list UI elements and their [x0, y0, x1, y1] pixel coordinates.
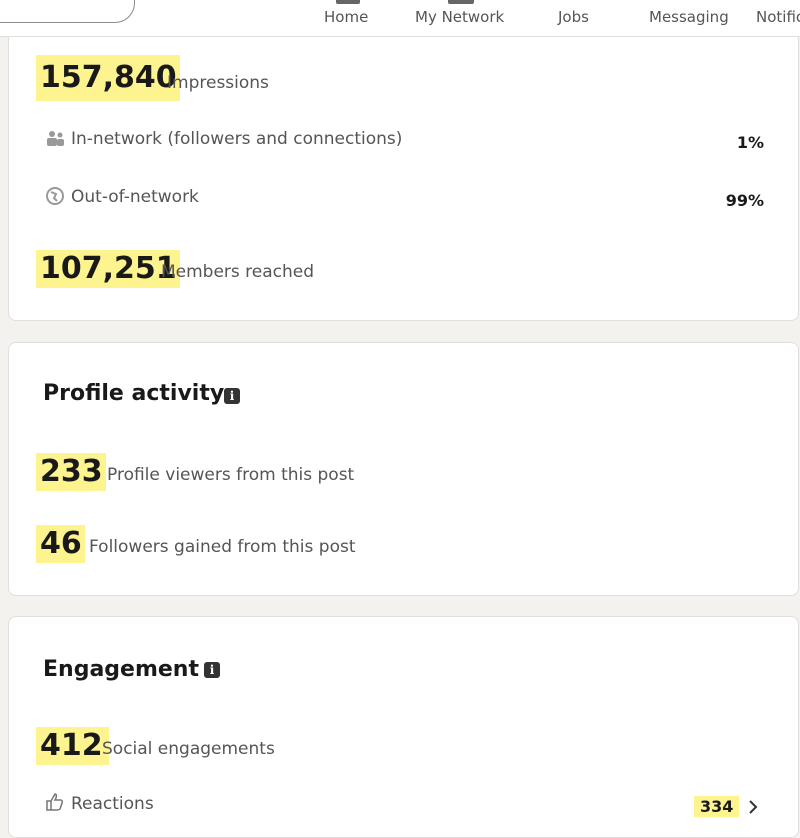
- globe-icon: [46, 187, 64, 205]
- reactions-value[interactable]: 334: [694, 796, 740, 817]
- row-value: 99%: [725, 191, 764, 210]
- info-icon[interactable]: i: [224, 388, 240, 404]
- top-nav: Home My Network Jobs Messaging Notificat…: [0, 0, 800, 37]
- chevron[interactable]: [747, 799, 759, 815]
- nav-item[interactable]: Home: [324, 8, 369, 26]
- reactions-label[interactable]: Reactions: [71, 794, 154, 814]
- row-label: Out-of-network: [71, 187, 199, 207]
- like-icon: [46, 793, 64, 811]
- row-value: 1%: [736, 133, 764, 152]
- stat-label: Social engagements: [102, 739, 275, 759]
- members-value: 107,251: [36, 250, 180, 288]
- stat-value: 412: [36, 727, 109, 765]
- members-label: Members reached: [161, 262, 315, 282]
- stat-label: Followers gained from this post: [89, 537, 356, 557]
- nav-item[interactable]: My Network: [415, 8, 505, 26]
- card-title: Engagement: [43, 657, 199, 682]
- nav-item[interactable]: Jobs: [558, 8, 589, 26]
- impressions-value: 157,840: [36, 55, 180, 101]
- stat-value: 233: [36, 453, 106, 491]
- nav-item[interactable]: Messaging: [649, 8, 729, 26]
- nav-icon: [448, 0, 474, 4]
- network-icon: [47, 131, 64, 146]
- nav-icon: [336, 0, 360, 4]
- discovery-card: 157,840 Impressions In-network (follower…: [8, 37, 799, 321]
- search-box[interactable]: [0, 0, 135, 23]
- impressions-label: Impressions: [167, 73, 269, 93]
- info-icon[interactable]: i: [204, 662, 220, 678]
- row-label: In-network (followers and connections): [71, 129, 403, 149]
- stat-value: 46: [36, 525, 85, 563]
- engagement-card: Engagement i 412 Social engagements Reac…: [8, 616, 799, 838]
- profile-activity-card: Profile activity i 233 Profile viewers f…: [8, 342, 799, 596]
- nav-item[interactable]: Notifications: [756, 8, 800, 26]
- stat-label: Profile viewers from this post: [107, 465, 355, 485]
- card-title: Profile activity: [43, 381, 225, 406]
